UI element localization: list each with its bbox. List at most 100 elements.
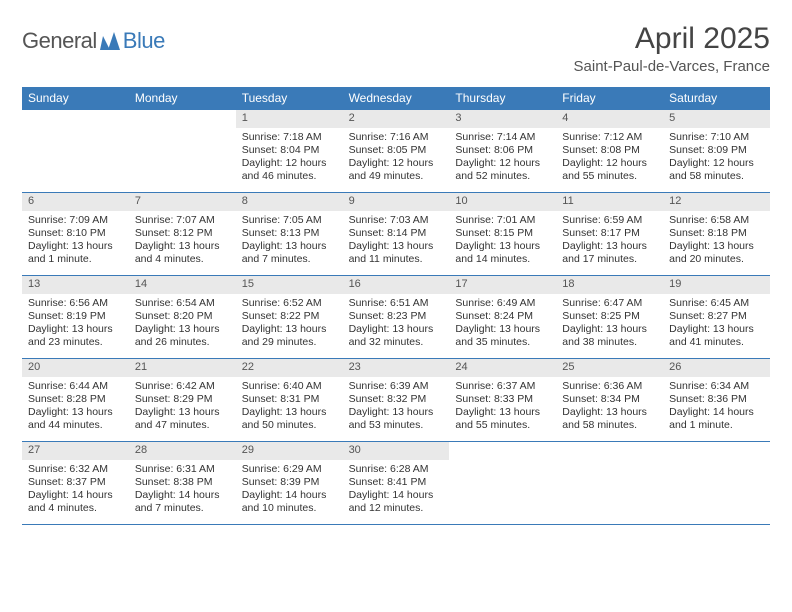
logo: General Blue — [22, 22, 165, 54]
daylight-text: Daylight: 12 hours and 55 minutes. — [562, 157, 657, 183]
day-body: Sunrise: 6:39 AMSunset: 8:32 PMDaylight:… — [343, 377, 450, 437]
sunset-text: Sunset: 8:36 PM — [669, 393, 764, 406]
sunset-text: Sunset: 8:39 PM — [242, 476, 337, 489]
day-cell: 9Sunrise: 7:03 AMSunset: 8:14 PMDaylight… — [343, 193, 450, 275]
day-body: Sunrise: 6:32 AMSunset: 8:37 PMDaylight:… — [22, 460, 129, 520]
weekday-label: Thursday — [449, 87, 556, 110]
week-row: ..1Sunrise: 7:18 AMSunset: 8:04 PMDaylig… — [22, 110, 770, 193]
day-cell: 17Sunrise: 6:49 AMSunset: 8:24 PMDayligh… — [449, 276, 556, 358]
daylight-text: Daylight: 13 hours and 41 minutes. — [669, 323, 764, 349]
day-body: Sunrise: 6:58 AMSunset: 8:18 PMDaylight:… — [663, 211, 770, 271]
day-cell: 13Sunrise: 6:56 AMSunset: 8:19 PMDayligh… — [22, 276, 129, 358]
sunset-text: Sunset: 8:13 PM — [242, 227, 337, 240]
sunrise-text: Sunrise: 7:07 AM — [135, 214, 230, 227]
day-cell: . — [663, 442, 770, 524]
day-number: 10 — [449, 193, 556, 211]
day-body: Sunrise: 7:14 AMSunset: 8:06 PMDaylight:… — [449, 128, 556, 188]
day-body: Sunrise: 7:12 AMSunset: 8:08 PMDaylight:… — [556, 128, 663, 188]
daylight-text: Daylight: 13 hours and 47 minutes. — [135, 406, 230, 432]
day-cell: 22Sunrise: 6:40 AMSunset: 8:31 PMDayligh… — [236, 359, 343, 441]
day-number: 18 — [556, 276, 663, 294]
day-number: 28 — [129, 442, 236, 460]
day-body: Sunrise: 7:03 AMSunset: 8:14 PMDaylight:… — [343, 211, 450, 271]
day-number: 22 — [236, 359, 343, 377]
day-cell: 14Sunrise: 6:54 AMSunset: 8:20 PMDayligh… — [129, 276, 236, 358]
sunset-text: Sunset: 8:23 PM — [349, 310, 444, 323]
day-cell: 29Sunrise: 6:29 AMSunset: 8:39 PMDayligh… — [236, 442, 343, 524]
week-row: 27Sunrise: 6:32 AMSunset: 8:37 PMDayligh… — [22, 442, 770, 525]
day-number: 15 — [236, 276, 343, 294]
day-cell: 18Sunrise: 6:47 AMSunset: 8:25 PMDayligh… — [556, 276, 663, 358]
daylight-text: Daylight: 13 hours and 7 minutes. — [242, 240, 337, 266]
day-number: 11 — [556, 193, 663, 211]
day-cell: 10Sunrise: 7:01 AMSunset: 8:15 PMDayligh… — [449, 193, 556, 275]
daylight-text: Daylight: 14 hours and 10 minutes. — [242, 489, 337, 515]
daylight-text: Daylight: 12 hours and 49 minutes. — [349, 157, 444, 183]
day-body: Sunrise: 6:52 AMSunset: 8:22 PMDaylight:… — [236, 294, 343, 354]
day-cell: 5Sunrise: 7:10 AMSunset: 8:09 PMDaylight… — [663, 110, 770, 192]
day-body: Sunrise: 7:16 AMSunset: 8:05 PMDaylight:… — [343, 128, 450, 188]
day-number: 2 — [343, 110, 450, 128]
logo-mark-icon — [100, 32, 120, 50]
sunrise-text: Sunrise: 6:59 AM — [562, 214, 657, 227]
sunrise-text: Sunrise: 6:45 AM — [669, 297, 764, 310]
day-number: 20 — [22, 359, 129, 377]
day-number: 14 — [129, 276, 236, 294]
sunrise-text: Sunrise: 6:34 AM — [669, 380, 764, 393]
sunrise-text: Sunrise: 7:12 AM — [562, 131, 657, 144]
sunset-text: Sunset: 8:06 PM — [455, 144, 550, 157]
daylight-text: Daylight: 13 hours and 32 minutes. — [349, 323, 444, 349]
day-cell: 28Sunrise: 6:31 AMSunset: 8:38 PMDayligh… — [129, 442, 236, 524]
sunset-text: Sunset: 8:27 PM — [669, 310, 764, 323]
day-number: 26 — [663, 359, 770, 377]
sunset-text: Sunset: 8:34 PM — [562, 393, 657, 406]
daylight-text: Daylight: 13 hours and 55 minutes. — [455, 406, 550, 432]
sunset-text: Sunset: 8:28 PM — [28, 393, 123, 406]
day-number: 9 — [343, 193, 450, 211]
day-number: 16 — [343, 276, 450, 294]
week-row: 6Sunrise: 7:09 AMSunset: 8:10 PMDaylight… — [22, 193, 770, 276]
weeks-container: ..1Sunrise: 7:18 AMSunset: 8:04 PMDaylig… — [22, 110, 770, 525]
sunset-text: Sunset: 8:32 PM — [349, 393, 444, 406]
sunrise-text: Sunrise: 7:16 AM — [349, 131, 444, 144]
day-cell: 19Sunrise: 6:45 AMSunset: 8:27 PMDayligh… — [663, 276, 770, 358]
weekday-label: Friday — [556, 87, 663, 110]
day-number: 4 — [556, 110, 663, 128]
title-block: April 2025 Saint-Paul-de-Varces, France — [574, 22, 770, 75]
sunset-text: Sunset: 8:29 PM — [135, 393, 230, 406]
sunrise-text: Sunrise: 6:42 AM — [135, 380, 230, 393]
daylight-text: Daylight: 13 hours and 1 minute. — [28, 240, 123, 266]
day-body: Sunrise: 6:42 AMSunset: 8:29 PMDaylight:… — [129, 377, 236, 437]
day-number: 7 — [129, 193, 236, 211]
day-body: Sunrise: 7:01 AMSunset: 8:15 PMDaylight:… — [449, 211, 556, 271]
day-cell: 7Sunrise: 7:07 AMSunset: 8:12 PMDaylight… — [129, 193, 236, 275]
day-cell: 23Sunrise: 6:39 AMSunset: 8:32 PMDayligh… — [343, 359, 450, 441]
sunset-text: Sunset: 8:08 PM — [562, 144, 657, 157]
sunrise-text: Sunrise: 7:10 AM — [669, 131, 764, 144]
day-cell: . — [449, 442, 556, 524]
sunrise-text: Sunrise: 6:47 AM — [562, 297, 657, 310]
day-cell: 20Sunrise: 6:44 AMSunset: 8:28 PMDayligh… — [22, 359, 129, 441]
weekday-label: Saturday — [663, 87, 770, 110]
sunset-text: Sunset: 8:05 PM — [349, 144, 444, 157]
sunset-text: Sunset: 8:09 PM — [669, 144, 764, 157]
daylight-text: Daylight: 13 hours and 58 minutes. — [562, 406, 657, 432]
daylight-text: Daylight: 12 hours and 52 minutes. — [455, 157, 550, 183]
sunset-text: Sunset: 8:10 PM — [28, 227, 123, 240]
day-body: Sunrise: 6:44 AMSunset: 8:28 PMDaylight:… — [22, 377, 129, 437]
day-cell: 3Sunrise: 7:14 AMSunset: 8:06 PMDaylight… — [449, 110, 556, 192]
sunrise-text: Sunrise: 6:29 AM — [242, 463, 337, 476]
day-cell: 27Sunrise: 6:32 AMSunset: 8:37 PMDayligh… — [22, 442, 129, 524]
sunset-text: Sunset: 8:31 PM — [242, 393, 337, 406]
daylight-text: Daylight: 14 hours and 12 minutes. — [349, 489, 444, 515]
sunset-text: Sunset: 8:33 PM — [455, 393, 550, 406]
daylight-text: Daylight: 13 hours and 53 minutes. — [349, 406, 444, 432]
day-cell: 2Sunrise: 7:16 AMSunset: 8:05 PMDaylight… — [343, 110, 450, 192]
day-cell: 24Sunrise: 6:37 AMSunset: 8:33 PMDayligh… — [449, 359, 556, 441]
sunrise-text: Sunrise: 7:05 AM — [242, 214, 337, 227]
sunrise-text: Sunrise: 6:44 AM — [28, 380, 123, 393]
sunrise-text: Sunrise: 6:31 AM — [135, 463, 230, 476]
sunset-text: Sunset: 8:38 PM — [135, 476, 230, 489]
week-row: 13Sunrise: 6:56 AMSunset: 8:19 PMDayligh… — [22, 276, 770, 359]
logo-text-general: General — [22, 28, 97, 54]
